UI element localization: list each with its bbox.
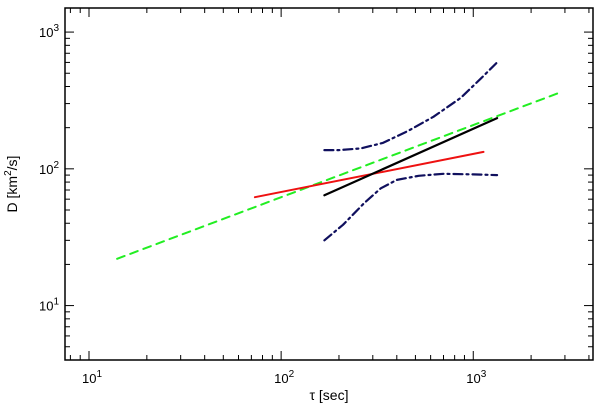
x-tick-label: 103: [466, 369, 486, 386]
y-tick-label: 102: [39, 160, 59, 177]
plot-frame: [64, 7, 594, 361]
x-axis-label: τ [sec]: [310, 387, 349, 403]
x-tick-label: 102: [274, 369, 294, 386]
y-axis-label: D [km2/s]: [3, 156, 20, 213]
y-tick-label: 103: [39, 23, 59, 40]
tick-labels: 101 102 103 101 102 103: [39, 23, 487, 386]
y-tick-label: 101: [39, 297, 59, 314]
series-line-3: [323, 116, 499, 197]
series-line-5: [323, 172, 499, 242]
axis-ticks: [65, 8, 593, 361]
series-group: [116, 61, 561, 260]
series-line-1: [116, 91, 561, 260]
series-line-4: [323, 61, 499, 152]
x-tick-label: 101: [82, 369, 102, 386]
